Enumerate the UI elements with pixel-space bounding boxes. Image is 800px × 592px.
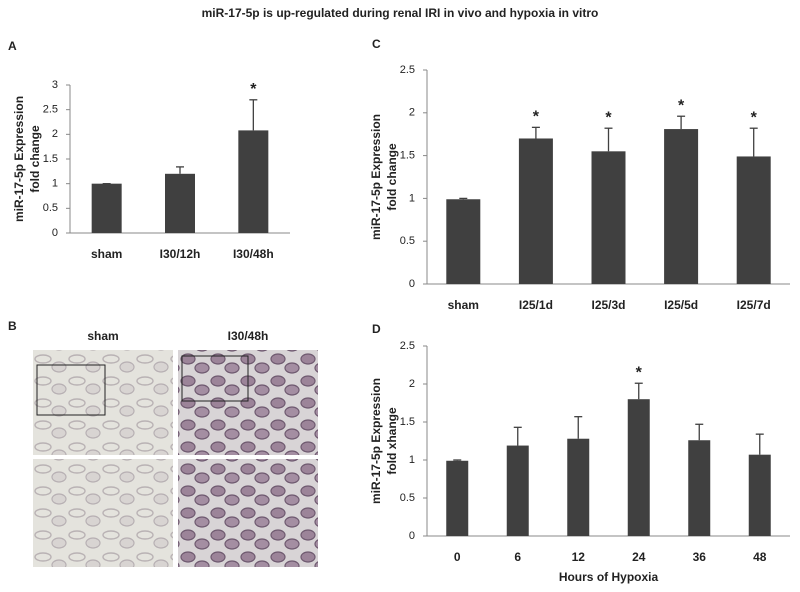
y-tick-label: 0.5	[400, 235, 415, 247]
x-tick-label: I25/7d	[737, 298, 771, 312]
x-tick-label: sham	[448, 298, 479, 312]
bar	[736, 156, 771, 284]
y-tick-label: 0	[52, 227, 58, 239]
y-tick-label: 1	[409, 454, 415, 466]
x-tick-label: I25/5d	[664, 298, 698, 312]
bar	[627, 399, 650, 536]
y-tick-label: 2	[409, 107, 415, 119]
bar	[506, 445, 529, 536]
y-tick-label: 0.5	[43, 202, 58, 214]
image-label: I30/48h	[228, 329, 269, 343]
error-bar	[755, 433, 764, 455]
y-tick-label: 0.5	[400, 492, 415, 504]
error-bar	[604, 127, 613, 152]
bar	[591, 151, 626, 284]
zoom-box	[181, 355, 249, 402]
zoom-box	[36, 364, 106, 416]
y-axis-label: fold xhange	[385, 407, 399, 475]
error-bar	[176, 166, 184, 174]
significance-mark: *	[636, 364, 643, 381]
error-bar	[574, 416, 583, 439]
y-axis-label: miR-17-5p Expression	[369, 114, 383, 240]
significance-mark: *	[678, 97, 685, 114]
error-bar	[634, 382, 643, 400]
y-tick-label: 2.5	[400, 64, 415, 76]
y-tick-label: 2.5	[400, 340, 415, 352]
bar	[446, 199, 481, 284]
error-bar	[677, 115, 686, 130]
x-tick-label: 36	[693, 550, 707, 564]
panel-letter: C	[372, 37, 381, 51]
error-bar	[513, 426, 522, 446]
significance-mark: *	[605, 109, 612, 126]
micrograph	[33, 350, 173, 455]
y-tick-label: 0	[409, 530, 415, 542]
significance-mark: *	[250, 81, 257, 98]
figure-title: miR-17-5p is up-regulated during renal I…	[202, 6, 599, 20]
bar	[165, 173, 195, 233]
bar	[238, 130, 269, 233]
y-tick-label: 1	[409, 192, 415, 204]
x-tick-label: I30/12h	[160, 247, 201, 261]
micrograph	[178, 459, 318, 567]
image-panel: B sham I30/48h	[8, 319, 318, 567]
bar	[518, 138, 553, 284]
x-tick-label: I25/1d	[519, 298, 553, 312]
x-tick-label: I30/48h	[233, 247, 274, 261]
bar	[446, 460, 469, 536]
significance-mark: *	[751, 109, 758, 126]
y-axis-label: miR-17-5p Expression	[12, 96, 26, 222]
x-tick-label: 24	[632, 550, 646, 564]
panel-letter: D	[372, 322, 381, 336]
x-tick-label: 12	[572, 550, 586, 564]
bar	[664, 129, 699, 284]
y-tick-label: 0	[409, 278, 415, 290]
error-bar	[249, 99, 258, 131]
x-tick-label: I25/3d	[591, 298, 625, 312]
bar	[748, 454, 771, 536]
panel-letter: A	[8, 39, 17, 53]
panel-letter: B	[8, 319, 17, 333]
bar	[688, 440, 711, 536]
x-tick-label: 48	[753, 550, 767, 564]
y-tick-label: 2	[52, 128, 58, 140]
error-bar	[459, 197, 468, 200]
bar	[567, 438, 590, 536]
y-tick-label: 1.5	[400, 150, 415, 162]
y-tick-label: 2	[409, 378, 415, 390]
error-bar	[453, 459, 462, 461]
x-tick-label: 0	[454, 550, 461, 564]
y-axis-label: miR-17-5p Expression	[369, 378, 383, 504]
error-bar	[749, 127, 758, 157]
y-tick-label: 1.5	[400, 416, 415, 428]
y-tick-label: 1.5	[43, 153, 58, 165]
image-label: sham	[87, 329, 118, 343]
x-axis-label: Hours of Hypoxia	[559, 570, 659, 584]
error-bar	[531, 126, 540, 139]
error-bar	[695, 423, 704, 441]
y-tick-label: 2.5	[43, 104, 58, 116]
y-axis-label: fold change	[28, 125, 42, 193]
y-axis-label: fold change	[385, 143, 399, 211]
significance-mark: *	[533, 109, 540, 126]
micrograph	[33, 459, 173, 567]
y-tick-label: 1	[52, 178, 58, 190]
y-tick-label: 3	[52, 79, 58, 91]
x-tick-label: sham	[91, 247, 122, 261]
bar	[91, 183, 122, 233]
x-tick-label: 6	[514, 550, 521, 564]
